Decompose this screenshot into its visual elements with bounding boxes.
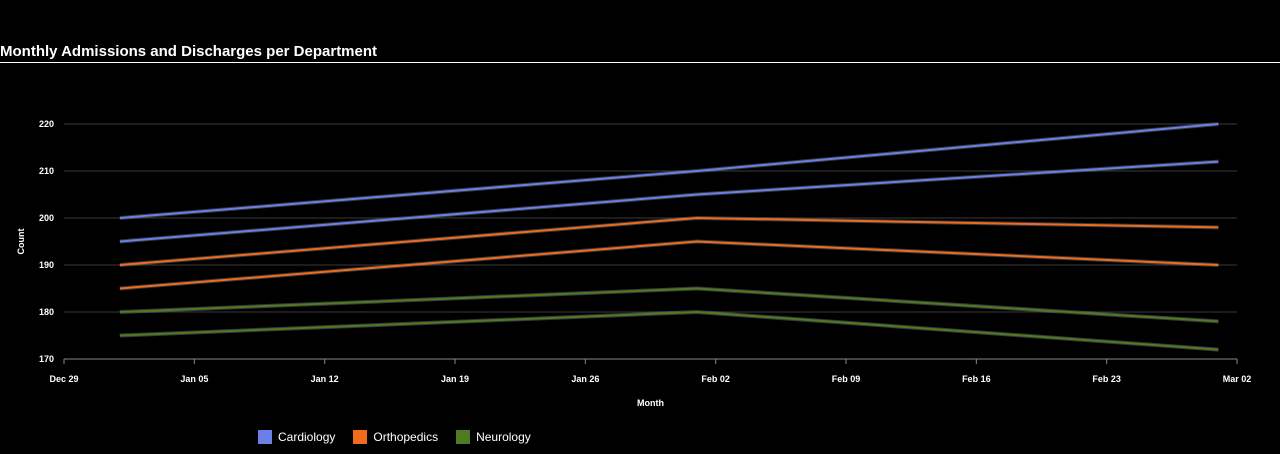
legend-label-cardiology: Cardiology xyxy=(278,430,335,444)
legend-swatch-cardiology xyxy=(258,430,272,444)
legend-swatch-neurology xyxy=(456,430,470,444)
x-tick-label: Feb 02 xyxy=(701,374,730,384)
legend: Cardiology Orthopedics Neurology xyxy=(258,430,531,444)
y-axis-title: Count xyxy=(16,229,26,255)
y-tick-label: 190 xyxy=(39,260,54,270)
y-tick-label: 220 xyxy=(39,119,54,129)
legend-label-neurology: Neurology xyxy=(476,430,531,444)
series-line-5 xyxy=(120,312,1219,350)
legend-label-orthopedics: Orthopedics xyxy=(373,430,438,444)
legend-swatch-orthopedics xyxy=(353,430,367,444)
x-tick-label: Mar 02 xyxy=(1223,374,1252,384)
series-line-4 xyxy=(120,289,1219,322)
legend-item-cardiology[interactable]: Cardiology xyxy=(258,430,335,444)
y-tick-label: 200 xyxy=(39,213,54,223)
x-tick-label: Feb 09 xyxy=(832,374,861,384)
x-tick-label: Jan 26 xyxy=(571,374,599,384)
x-axis-title: Month xyxy=(637,398,664,408)
x-tick-label: Jan 19 xyxy=(441,374,469,384)
x-tick-label: Feb 23 xyxy=(1092,374,1121,384)
series-line-halo-5 xyxy=(120,312,1219,350)
y-tick-label: 180 xyxy=(39,307,54,317)
legend-item-neurology[interactable]: Neurology xyxy=(456,430,531,444)
x-tick-label: Jan 05 xyxy=(180,374,208,384)
y-tick-label: 170 xyxy=(39,354,54,364)
x-tick-label: Dec 29 xyxy=(49,374,78,384)
x-tick-label: Jan 12 xyxy=(311,374,339,384)
x-tick-label: Feb 16 xyxy=(962,374,991,384)
y-tick-label: 210 xyxy=(39,166,54,176)
legend-item-orthopedics[interactable]: Orthopedics xyxy=(353,430,438,444)
